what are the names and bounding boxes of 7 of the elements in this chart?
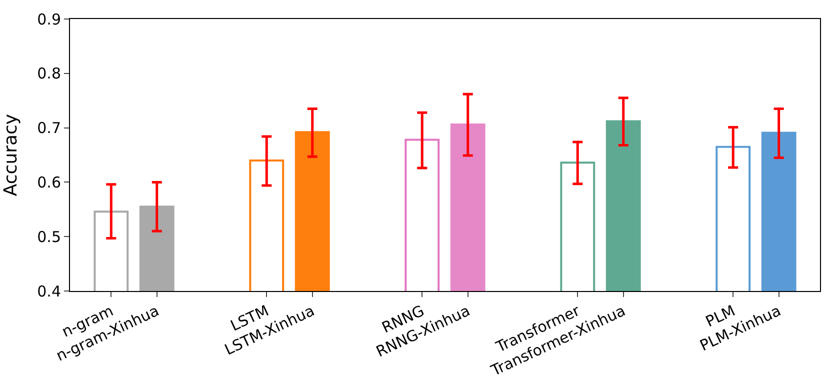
y-tick-label: 0.7	[37, 119, 61, 138]
y-tick-label: 0.6	[37, 173, 61, 192]
y-tick-label: 0.4	[37, 282, 61, 300]
y-tick-label: 0.8	[37, 64, 61, 83]
y-tick-label: 0.5	[37, 228, 61, 246]
y-axis-title: Accuracy	[0, 114, 22, 196]
y-tick-label: 0.9	[37, 10, 61, 28]
